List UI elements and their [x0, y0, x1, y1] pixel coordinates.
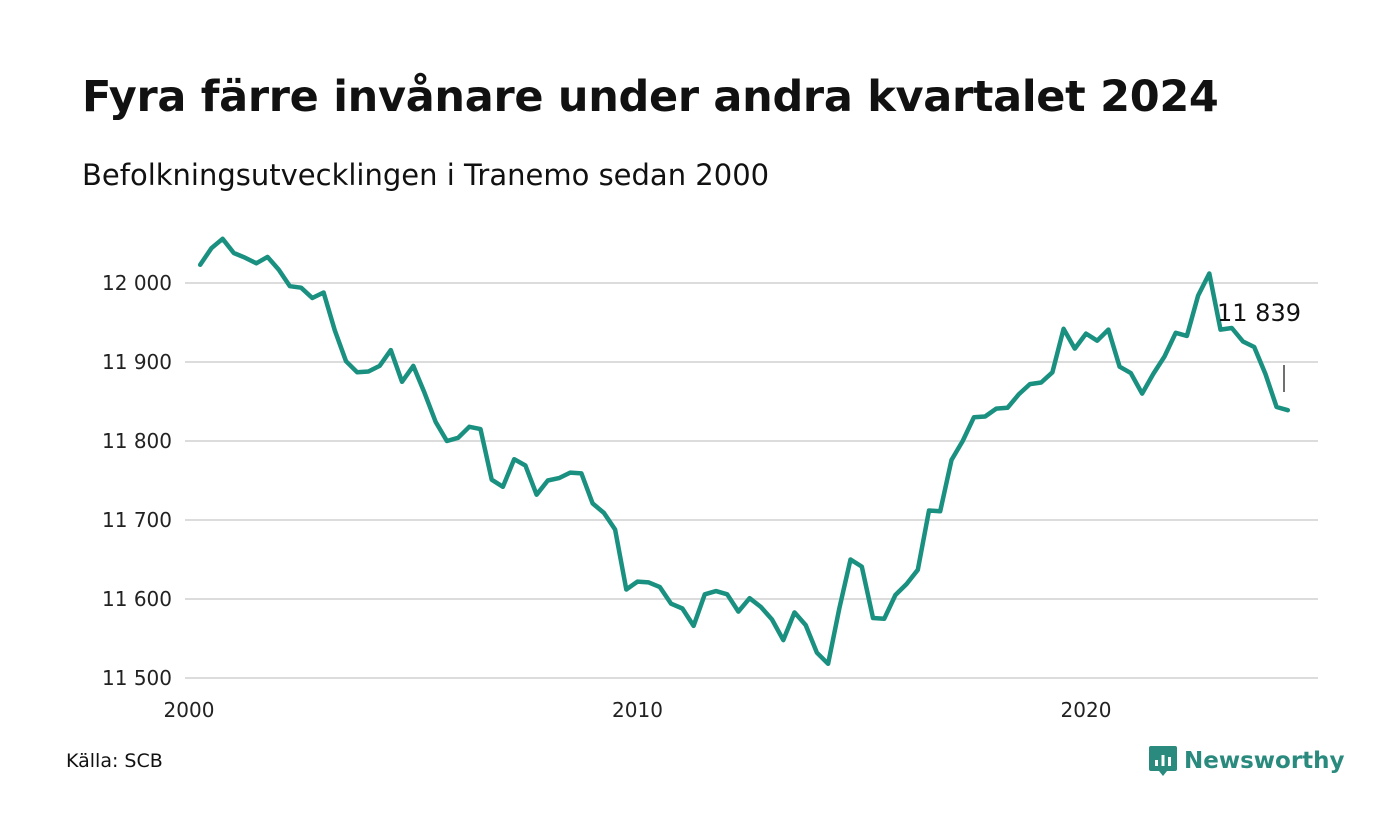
brand-name: Newsworthy — [1184, 748, 1345, 774]
chart-subtitle: Befolkningsutvecklingen i Tranemo sedan … — [82, 158, 770, 192]
y-tick-label: 11 700 — [102, 508, 172, 532]
x-axis-tick-labels: 2000 2010 2020 — [164, 698, 1112, 722]
end-value-label: 11 839 — [1217, 299, 1301, 327]
x-tick-label: 2000 — [164, 698, 215, 722]
population-series-line — [197, 236, 1291, 667]
y-axis-tick-labels: 11 500 11 600 11 700 11 800 11 900 12 000 — [102, 271, 172, 690]
y-tick-label: 11 900 — [102, 350, 172, 374]
end-annotation: 11 839 — [1217, 299, 1301, 392]
newsworthy-logo-icon — [1149, 746, 1177, 776]
y-tick-label: 11 600 — [102, 587, 172, 611]
chart-title: Fyra färre invånare under andra kvartale… — [82, 72, 1219, 122]
y-tick-label: 12 000 — [102, 271, 172, 295]
brand-logo[interactable]: Newsworthy — [1148, 744, 1345, 778]
y-tick-label: 11 800 — [102, 429, 172, 453]
x-tick-label: 2010 — [612, 698, 663, 722]
x-tick-label: 2020 — [1061, 698, 1112, 722]
source-note: Källa: SCB — [66, 750, 163, 772]
grid-lines — [185, 282, 1318, 679]
series-line-layer — [197, 236, 1291, 667]
y-tick-label: 11 500 — [102, 666, 172, 690]
